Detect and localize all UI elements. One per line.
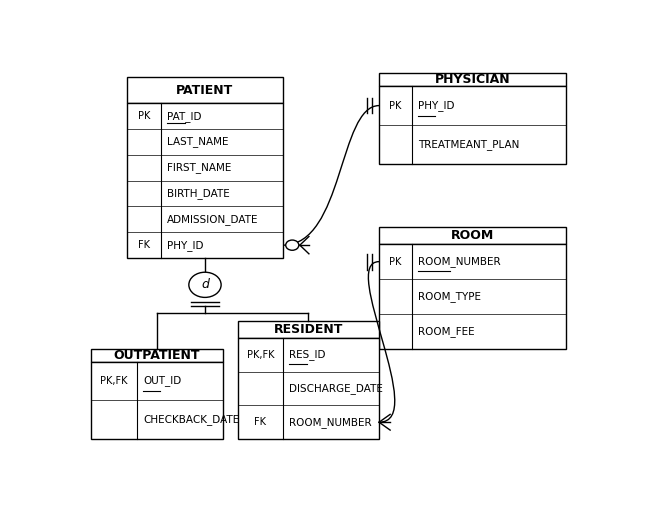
Bar: [91, 349, 223, 362]
Bar: [379, 244, 566, 349]
Bar: [127, 77, 283, 103]
Text: PATIENT: PATIENT: [176, 84, 234, 97]
Text: PAT_ID: PAT_ID: [167, 111, 202, 122]
Text: PHYSICIAN: PHYSICIAN: [435, 73, 510, 86]
Text: DISCHARGE_DATE: DISCHARGE_DATE: [289, 383, 383, 394]
Text: RESIDENT: RESIDENT: [273, 323, 343, 336]
Text: PK,FK: PK,FK: [247, 350, 274, 360]
Text: PK: PK: [389, 101, 402, 110]
Text: LAST_NAME: LAST_NAME: [167, 136, 229, 148]
Text: TREATMEANT_PLAN: TREATMEANT_PLAN: [418, 139, 519, 150]
Text: ROOM_NUMBER: ROOM_NUMBER: [289, 417, 372, 428]
Text: RES_ID: RES_ID: [289, 350, 326, 360]
Text: ROOM_NUMBER: ROOM_NUMBER: [418, 256, 501, 267]
Text: PK: PK: [138, 111, 150, 121]
Text: CHECKBACK_DATE: CHECKBACK_DATE: [143, 414, 239, 425]
Text: d: d: [201, 278, 209, 291]
Text: OUTPATIENT: OUTPATIENT: [114, 349, 201, 362]
Text: BIRTH_DATE: BIRTH_DATE: [167, 188, 230, 199]
Text: PHY_ID: PHY_ID: [167, 240, 204, 250]
Text: PK: PK: [389, 257, 402, 267]
Text: ADMISSION_DATE: ADMISSION_DATE: [167, 214, 258, 225]
Bar: [238, 321, 379, 338]
Bar: [238, 338, 379, 439]
Bar: [379, 226, 566, 244]
Text: FIRST_NAME: FIRST_NAME: [167, 162, 232, 173]
Text: PHY_ID: PHY_ID: [418, 100, 454, 111]
Text: OUT_ID: OUT_ID: [143, 376, 181, 386]
Text: ROOM: ROOM: [450, 229, 494, 242]
Bar: [91, 362, 223, 439]
Circle shape: [286, 240, 299, 250]
Text: ROOM_TYPE: ROOM_TYPE: [418, 291, 481, 302]
Bar: [379, 73, 566, 86]
Text: FK: FK: [138, 240, 150, 250]
Bar: [127, 103, 283, 258]
Circle shape: [189, 272, 221, 297]
Text: ROOM_FEE: ROOM_FEE: [418, 326, 475, 337]
Text: PK,FK: PK,FK: [100, 376, 128, 386]
Bar: [379, 86, 566, 164]
Text: FK: FK: [255, 417, 266, 427]
